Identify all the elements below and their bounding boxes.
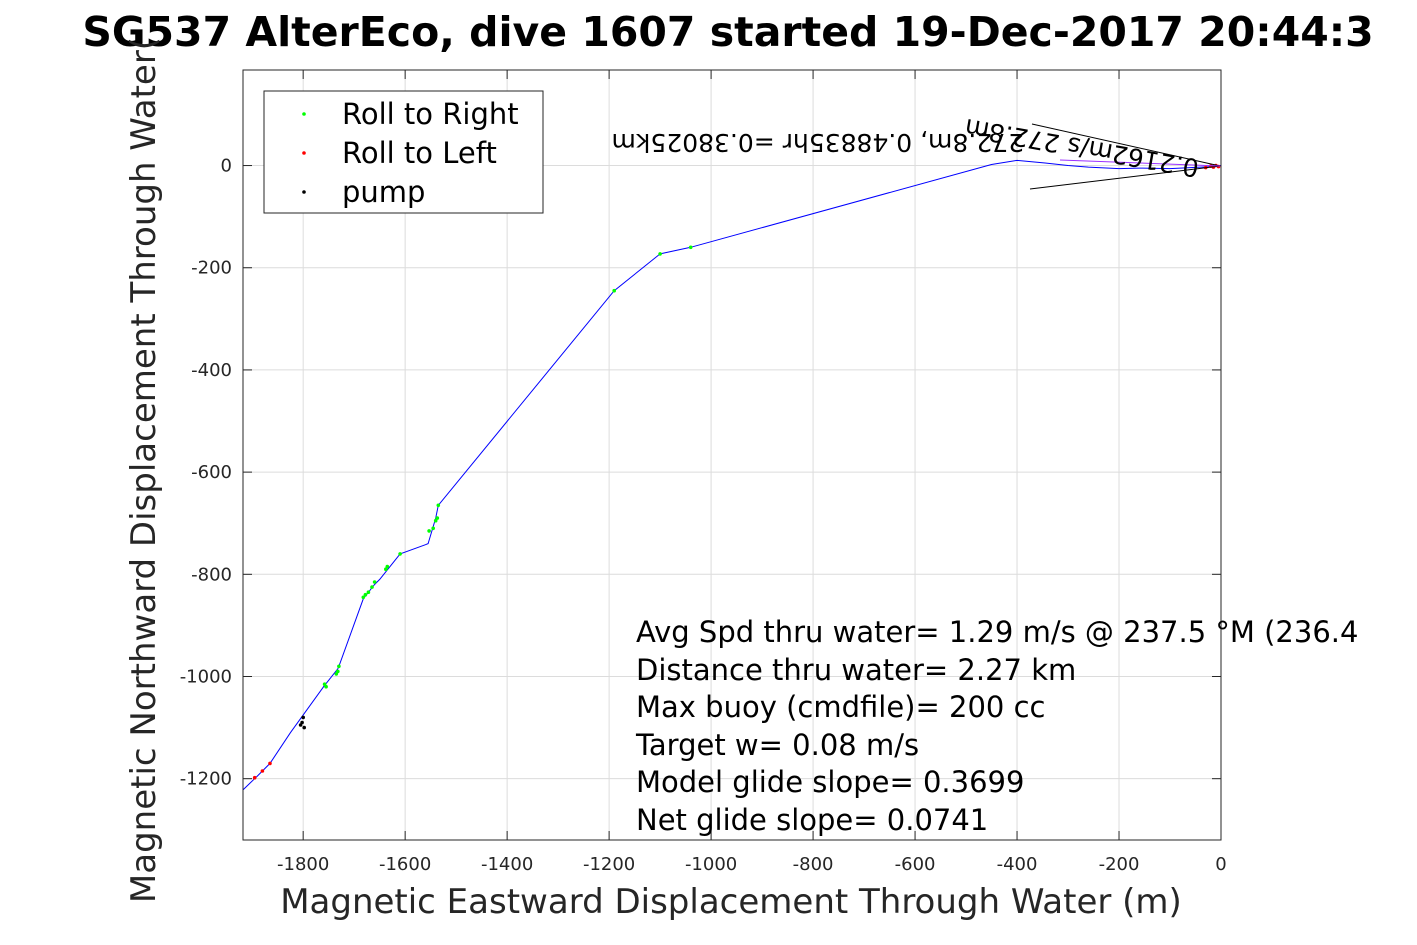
legend-label-roll-left: Roll to Left xyxy=(342,136,497,170)
y-tick-label: -1000 xyxy=(180,666,232,687)
y-tick-label: -800 xyxy=(191,564,232,585)
x-tick-label: -1600 xyxy=(379,854,431,875)
legend-marker-roll-left xyxy=(302,151,306,155)
legend-label-pump: pump xyxy=(342,175,425,209)
roll-right-point xyxy=(398,552,402,556)
y-axis-label: Magnetic Northward Displacement Through … xyxy=(124,37,164,903)
legend-label-roll-right: Roll to Right xyxy=(342,97,519,131)
grid xyxy=(243,70,1222,840)
pump-point xyxy=(301,715,306,720)
roll-right-point xyxy=(688,245,693,250)
legend-box xyxy=(263,90,544,214)
roll-right-point xyxy=(612,288,616,293)
x-tick-label: -1800 xyxy=(277,854,329,875)
y-tick-label: 0 xyxy=(221,156,232,177)
x-tick-label: -1400 xyxy=(481,854,533,875)
roll-right-point xyxy=(436,503,441,508)
x-tick-label: -600 xyxy=(895,854,936,875)
x-tick-label: -800 xyxy=(793,854,834,875)
arrow-line-mid xyxy=(1059,159,1221,167)
arrow-line-upper xyxy=(1031,123,1221,167)
series-lines xyxy=(242,159,1222,791)
chart-title: SG537 AlterEco, dive 1607 started 19-Dec… xyxy=(82,8,1373,56)
roll-right-point xyxy=(361,595,366,600)
roll-right-point xyxy=(322,682,327,686)
axes-box xyxy=(242,69,1222,841)
roll-left-point xyxy=(252,775,257,780)
annotation-target-w: Target w= 0.08 m/s xyxy=(635,728,919,762)
roll-right-point xyxy=(363,592,368,597)
y-tick-label: -600 xyxy=(191,462,232,483)
x-tick-label: 0 xyxy=(1215,854,1226,875)
annotation-model-glide-slope: Model glide slope= 0.3699 xyxy=(636,765,1024,799)
roll-right-point xyxy=(385,564,390,569)
x-tick-label: -400 xyxy=(997,854,1038,875)
roll-right-point xyxy=(435,516,440,520)
annotation-max-buoy: Max buoy (cmdfile)= 200 cc xyxy=(636,690,1045,724)
x-axis-label: Magnetic Eastward Displacement Through W… xyxy=(280,882,1182,922)
roll-right-point xyxy=(334,672,339,676)
stats-annotations: Avg Spd thru water= 1.29 m/s @ 237.5 °M … xyxy=(635,615,1358,837)
x-tick-label: -1000 xyxy=(685,854,737,875)
roll-right-point xyxy=(337,664,341,669)
y-tick-label: -200 xyxy=(191,258,232,279)
annotation-avg-speed: Avg Spd thru water= 1.29 m/s @ 237.5 °M … xyxy=(636,615,1358,649)
arrow-line-lower xyxy=(1029,165,1221,190)
roll-right-point xyxy=(372,580,377,584)
roll-right-point xyxy=(366,590,371,594)
roll-left-point xyxy=(268,761,272,766)
ticks: -1800 -1600 -1400 -1200 -1000 -800 -600 -400 -20… xyxy=(180,70,1227,875)
roll-right-point xyxy=(658,252,662,256)
y-tick-label: -1200 xyxy=(180,769,232,790)
roll-right-point xyxy=(370,585,374,589)
annotation-distance: Distance thru water= 2.27 km xyxy=(636,653,1076,687)
annotation-net-glide-slope: Net glide slope= 0.0741 xyxy=(636,803,988,837)
y-tick-label: -400 xyxy=(191,360,232,381)
x-tick-label: -1200 xyxy=(583,854,635,875)
track-line xyxy=(242,159,1222,791)
roll-right-point xyxy=(431,526,436,531)
arrow-label-upper: 272.8m, 0.48835hr =0.38025km xyxy=(612,128,1024,157)
legend-marker-pump xyxy=(302,190,306,194)
pump-point xyxy=(302,725,307,730)
legend-marker-roll-right xyxy=(302,112,306,116)
x-tick-label: -200 xyxy=(1099,854,1140,875)
legend: Roll to Right Roll to Left pump xyxy=(263,90,544,214)
roll-right-point xyxy=(427,529,431,533)
roll-right-point xyxy=(433,518,438,523)
roll-right-point xyxy=(384,567,388,571)
pump-point xyxy=(298,723,303,727)
roll-left-point xyxy=(260,769,265,773)
